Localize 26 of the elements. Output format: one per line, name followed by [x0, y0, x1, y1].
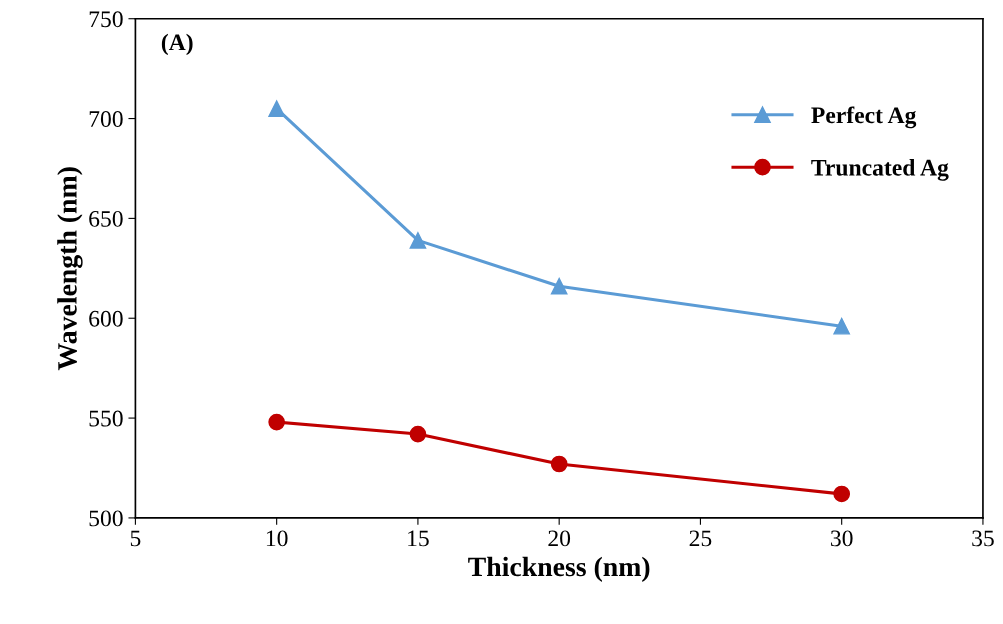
y-tick-label: 550 [89, 410, 123, 427]
y-tick-label: 650 [89, 210, 123, 227]
point [409, 425, 427, 443]
legend-label: Truncated Ag [811, 159, 949, 181]
point [550, 277, 568, 295]
x-tick-label: 20 [548, 530, 571, 547]
x-tick-label: 5 [130, 530, 141, 547]
x-tick-label: 10 [266, 530, 288, 547]
y-tick-label: 600 [89, 310, 123, 327]
point [833, 317, 851, 335]
y-axis-title: Wavelength (nm) [57, 167, 83, 371]
annotation: (A) [161, 33, 193, 56]
point [268, 413, 285, 431]
legend-label: Perfect Ag [811, 106, 917, 129]
y-tick-label: 700 [89, 111, 123, 127]
x-tick-label: 25 [689, 530, 712, 547]
point [409, 232, 427, 249]
x-tick-label: 30 [831, 530, 853, 547]
point [833, 485, 851, 503]
point [550, 455, 568, 473]
point [268, 100, 285, 117]
x-tick-label: 15 [408, 530, 429, 547]
x-tick-label: 35 [972, 530, 994, 547]
y-tick-label: 500 [89, 510, 123, 527]
y-tick-label: 750 [89, 11, 123, 28]
x-axis-title: Thickness (nm) [468, 556, 650, 582]
